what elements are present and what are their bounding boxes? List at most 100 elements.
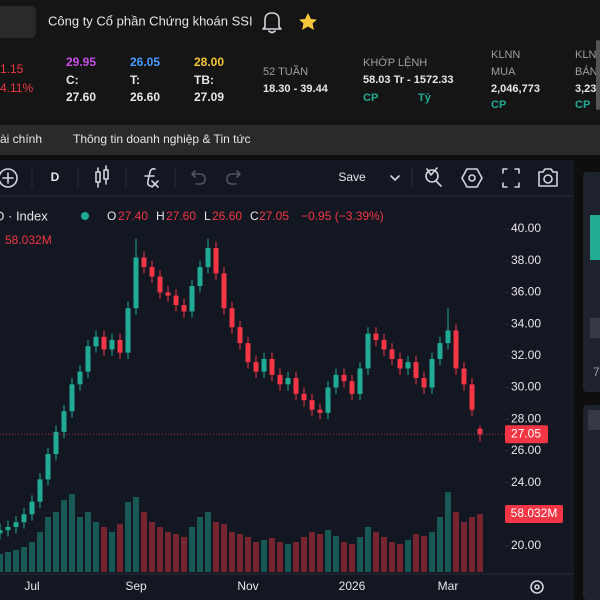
candle-body: [165, 292, 171, 296]
volume-bar: [453, 512, 459, 572]
volume-bar: [293, 542, 299, 572]
save-menu-icon[interactable]: [390, 175, 400, 181]
price-label-bg: [505, 425, 548, 444]
y-tick-label: 34.00: [511, 316, 541, 330]
candle-body: [69, 384, 75, 412]
legend-value: 26.60: [212, 209, 242, 223]
tab[interactable]: ài chính: [0, 132, 42, 146]
interval-button[interactable]: D: [51, 170, 60, 184]
volume-bar: [53, 512, 59, 572]
add-icon[interactable]: [0, 168, 18, 188]
side-panel: [583, 172, 600, 392]
search-box[interactable]: [0, 6, 36, 38]
volume-bar: [437, 517, 443, 572]
volume-bar: [349, 544, 355, 572]
y-tick-label: 38.00: [511, 253, 541, 267]
quote-label: TB:: [194, 73, 214, 87]
quick-search-icon[interactable]: [425, 167, 442, 187]
stat-unit: CP: [491, 99, 506, 111]
volume-bar: [277, 542, 283, 572]
candle-body: [381, 339, 387, 350]
legend-value: 27.05: [259, 209, 289, 223]
x-tick-label: Jul: [24, 579, 39, 593]
candle-body: [365, 333, 371, 369]
candle-body: [293, 377, 299, 394]
candle-body: [253, 362, 259, 372]
undo-icon[interactable]: [191, 170, 206, 185]
volume-bar: [341, 542, 347, 572]
volume-bar: [365, 527, 371, 572]
stat-label: BÁN: [575, 65, 598, 78]
candle-body: [413, 362, 419, 378]
candle-body: [21, 514, 27, 523]
candle-body: [197, 267, 203, 287]
y-tick-label: 40.00: [511, 221, 541, 235]
candle-body: [397, 358, 403, 369]
volume-bar: [189, 527, 195, 572]
price-change: 1.15: [0, 62, 24, 76]
stat-unit: CP: [363, 92, 378, 104]
candle-body: [141, 257, 147, 268]
stat-label: KHỚP LỆNH: [363, 56, 427, 69]
y-tick-label: 36.00: [511, 285, 541, 299]
settings-icon[interactable]: [461, 168, 483, 188]
chart-type-icon[interactable]: [95, 165, 109, 188]
volume-bar: [45, 517, 51, 572]
bell-icon[interactable]: [262, 12, 282, 34]
volume-bar: [109, 532, 115, 572]
volume-bar: [445, 492, 451, 572]
stat-label: KLNN: [491, 49, 520, 61]
fullscreen-icon[interactable]: [502, 168, 520, 188]
stat-value: 2,046,773: [491, 83, 540, 95]
side-button[interactable]: [588, 410, 600, 430]
legend-label: C: [250, 209, 259, 223]
side-button[interactable]: [590, 318, 600, 338]
candle-body: [5, 526, 11, 531]
volume-bar: [261, 540, 267, 572]
market-status: [81, 212, 89, 220]
candle-body: [325, 387, 331, 413]
candle-body: [213, 248, 219, 274]
y-tick-label: 26.00: [511, 443, 541, 457]
legend-volume: 58.032M: [5, 233, 52, 247]
volume-bar: [117, 524, 123, 572]
candle-body: [301, 393, 307, 401]
volume-bar: [389, 542, 395, 572]
quote-top: 28.00: [194, 55, 224, 69]
volume-bar: [85, 512, 91, 572]
screenshot-icon[interactable]: [538, 168, 558, 187]
candle-body: [101, 336, 107, 350]
save-button[interactable]: Save: [338, 170, 366, 184]
tab[interactable]: Thông tin doanh nghiệp & Tin tức: [73, 132, 251, 146]
axis-settings-icon[interactable]: [530, 580, 544, 594]
volume-bar: [165, 532, 171, 572]
volume-bar: [245, 537, 251, 572]
volume-bar: [197, 517, 203, 572]
stat-unit: CP: [575, 99, 590, 111]
volume-bar: [101, 527, 107, 572]
company-name: Công ty Cổ phần Chứng khoán SSI: [48, 13, 253, 28]
volume-bar: [477, 513, 483, 572]
volume-bar: [173, 534, 179, 572]
volume-bar: [325, 530, 331, 572]
scrollbar[interactable]: [596, 40, 600, 110]
header-bg: [0, 0, 600, 125]
volume-bar: [469, 517, 475, 572]
star-icon[interactable]: [299, 13, 317, 30]
quote-label: C:: [66, 73, 79, 87]
volume-bar: [21, 547, 27, 572]
y-tick-label: 32.00: [511, 348, 541, 362]
side-button[interactable]: [590, 215, 600, 260]
volume-bar: [37, 532, 43, 572]
redo-icon[interactable]: [226, 170, 241, 185]
volume-bar: [357, 537, 363, 572]
y-tick-label: 24.00: [511, 475, 541, 489]
candle-body: [157, 276, 163, 293]
volume-bar: [405, 540, 411, 572]
indicators-icon[interactable]: [144, 168, 159, 188]
candle-body: [189, 286, 195, 312]
legend-label: O: [107, 209, 116, 223]
volume-bar: [77, 517, 83, 572]
candle-body: [133, 257, 139, 309]
